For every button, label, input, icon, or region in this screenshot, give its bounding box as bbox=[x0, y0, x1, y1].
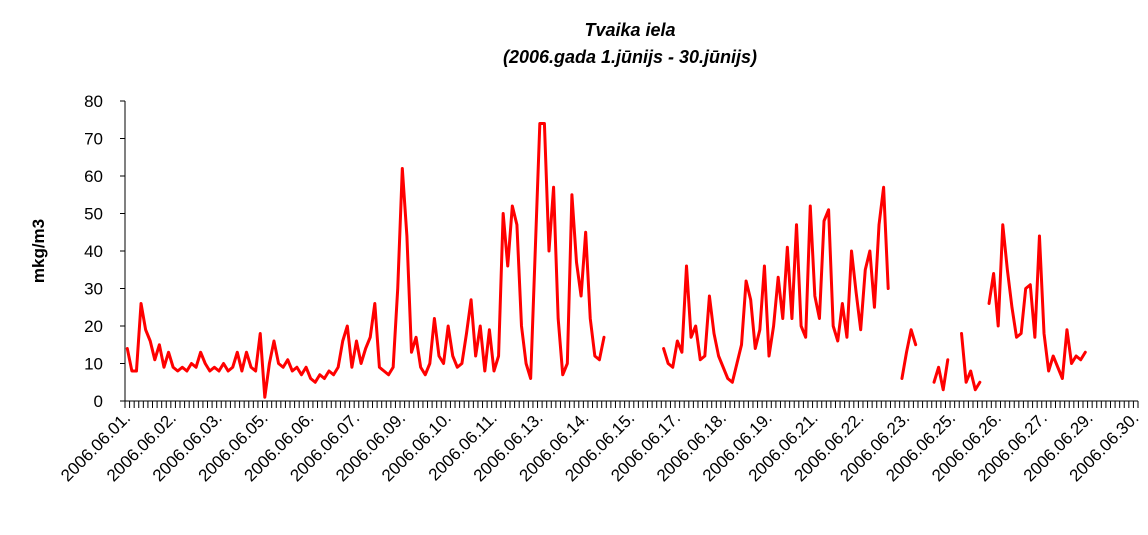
y-tick-label: 20 bbox=[84, 317, 103, 336]
y-tick-label: 40 bbox=[84, 242, 103, 261]
y-tick-label: 10 bbox=[84, 355, 103, 374]
y-tick-label: 80 bbox=[84, 92, 103, 111]
y-tick-label: 70 bbox=[84, 130, 103, 149]
data-line bbox=[125, 122, 1087, 399]
chart-title: Tvaika iela bbox=[584, 20, 675, 40]
y-tick-label: 50 bbox=[84, 205, 103, 224]
y-axis-title: mkg/m3 bbox=[29, 219, 48, 283]
y-tick-label: 60 bbox=[84, 167, 103, 186]
chart-subtitle: (2006.gada 1.jūnijs - 30.jūnijs) bbox=[503, 47, 757, 67]
y-tick-label: 30 bbox=[84, 280, 103, 299]
y-tick-label: 0 bbox=[94, 392, 103, 411]
